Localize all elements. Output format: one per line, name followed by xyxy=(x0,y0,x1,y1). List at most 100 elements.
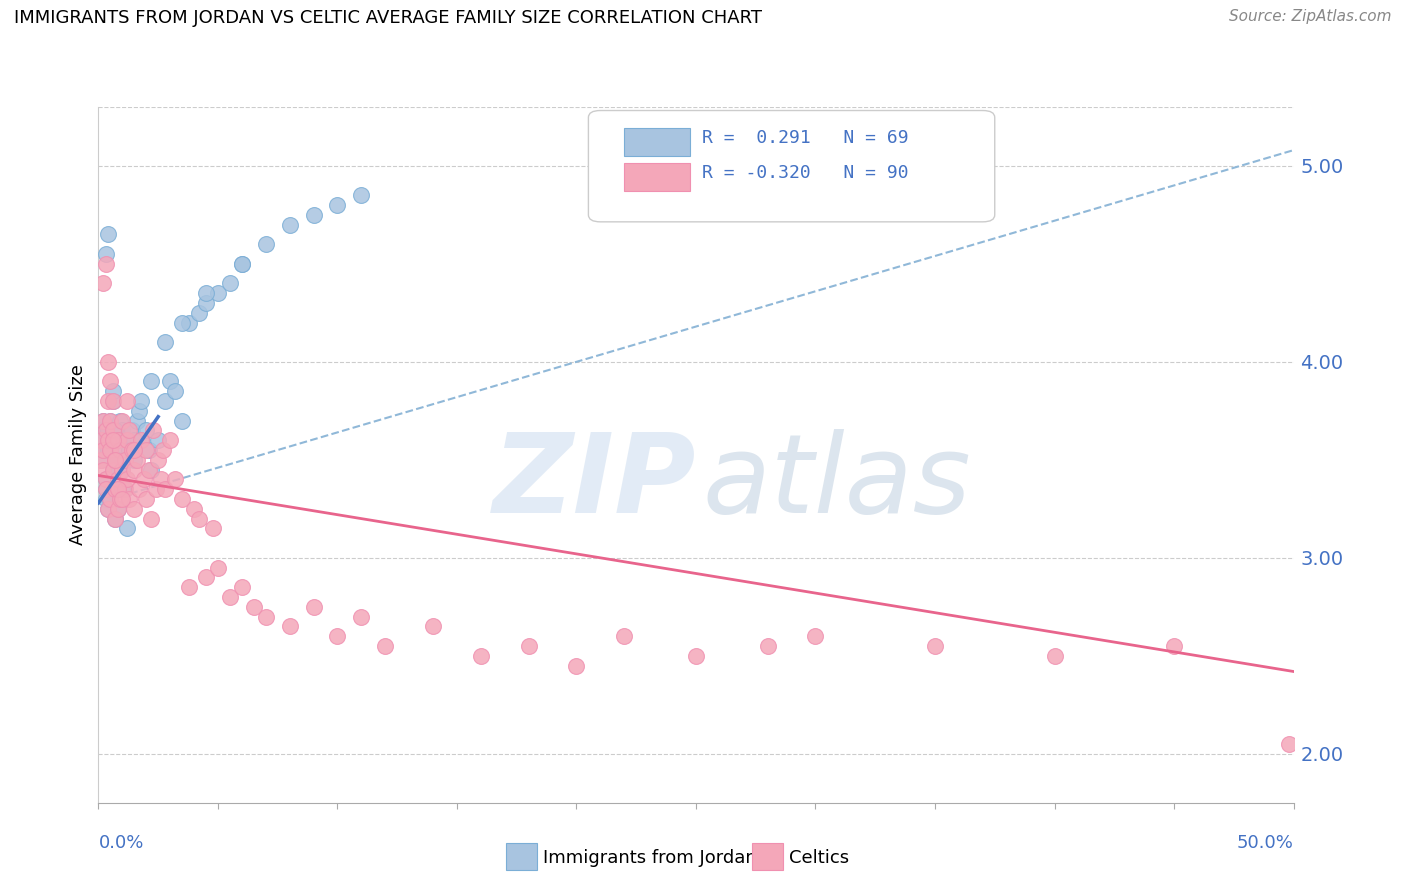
FancyBboxPatch shape xyxy=(588,111,995,222)
Point xyxy=(207,560,229,574)
Point xyxy=(350,188,373,202)
Point xyxy=(124,452,146,467)
Point xyxy=(94,472,117,486)
Point xyxy=(135,491,157,506)
Point xyxy=(124,434,146,448)
Point xyxy=(172,316,194,330)
Point xyxy=(187,511,209,525)
Point xyxy=(108,414,131,428)
Point xyxy=(202,521,225,535)
Point xyxy=(91,443,114,458)
Point xyxy=(115,394,138,409)
Point xyxy=(91,277,114,291)
Point xyxy=(98,443,122,458)
Point xyxy=(98,491,122,506)
Point xyxy=(94,482,117,496)
Point xyxy=(111,462,134,476)
Point xyxy=(118,443,141,458)
Point xyxy=(125,452,148,467)
Point xyxy=(104,482,127,496)
Point xyxy=(101,394,124,409)
Point xyxy=(97,501,120,516)
Point xyxy=(231,257,253,271)
Point xyxy=(139,375,162,389)
Point xyxy=(128,482,150,496)
Point xyxy=(114,452,136,467)
Point xyxy=(155,482,177,496)
Point xyxy=(148,434,170,448)
Point xyxy=(470,648,492,663)
Point xyxy=(194,296,218,310)
Point xyxy=(91,443,114,458)
Point xyxy=(90,434,112,448)
Point xyxy=(278,619,301,633)
Point xyxy=(163,472,186,486)
Point xyxy=(207,286,229,301)
Point xyxy=(97,443,120,458)
Point xyxy=(115,434,138,448)
Point xyxy=(121,443,143,458)
Point xyxy=(183,501,205,516)
Text: Celtics: Celtics xyxy=(789,849,849,867)
Point xyxy=(135,443,157,458)
Point xyxy=(101,394,124,409)
Point xyxy=(139,462,162,476)
Point xyxy=(101,462,124,476)
Point xyxy=(104,511,127,525)
Point xyxy=(924,639,946,653)
Point xyxy=(145,482,167,496)
Point xyxy=(104,424,127,438)
Point xyxy=(148,452,170,467)
FancyBboxPatch shape xyxy=(624,162,690,191)
Point xyxy=(101,434,124,448)
Point xyxy=(97,394,120,409)
Point xyxy=(115,521,138,535)
Point xyxy=(90,452,112,467)
Point xyxy=(94,257,117,271)
Point xyxy=(565,658,588,673)
Point xyxy=(155,335,177,350)
Point xyxy=(107,482,129,496)
Point xyxy=(91,462,114,476)
Point xyxy=(1278,737,1301,751)
Point xyxy=(107,434,129,448)
Point xyxy=(115,472,138,486)
Point xyxy=(1163,639,1185,653)
Point xyxy=(132,472,155,486)
Point xyxy=(219,277,242,291)
Point xyxy=(111,414,134,428)
Point xyxy=(139,511,162,525)
Point xyxy=(107,501,129,516)
Point xyxy=(104,511,127,525)
Point xyxy=(98,491,122,506)
Point xyxy=(115,434,138,448)
Point xyxy=(94,472,117,486)
Point xyxy=(124,501,146,516)
Point xyxy=(172,491,194,506)
Point xyxy=(98,414,122,428)
Point xyxy=(517,639,540,653)
Point xyxy=(107,501,129,516)
Point xyxy=(104,482,127,496)
Point xyxy=(101,424,124,438)
Point xyxy=(107,472,129,486)
Point xyxy=(101,384,124,399)
Point xyxy=(121,424,143,438)
Point xyxy=(149,472,172,486)
Text: ZIP: ZIP xyxy=(492,429,696,536)
Point xyxy=(128,404,150,418)
Point xyxy=(231,580,253,594)
Point xyxy=(131,434,153,448)
Point xyxy=(172,414,194,428)
Point xyxy=(159,434,181,448)
Point xyxy=(155,394,177,409)
Point xyxy=(97,355,120,369)
Point xyxy=(138,462,160,476)
Point xyxy=(90,452,112,467)
Point xyxy=(108,491,131,506)
Point xyxy=(118,491,141,506)
Point xyxy=(98,375,122,389)
Point xyxy=(350,609,373,624)
Point xyxy=(104,452,127,467)
Point xyxy=(94,247,117,261)
